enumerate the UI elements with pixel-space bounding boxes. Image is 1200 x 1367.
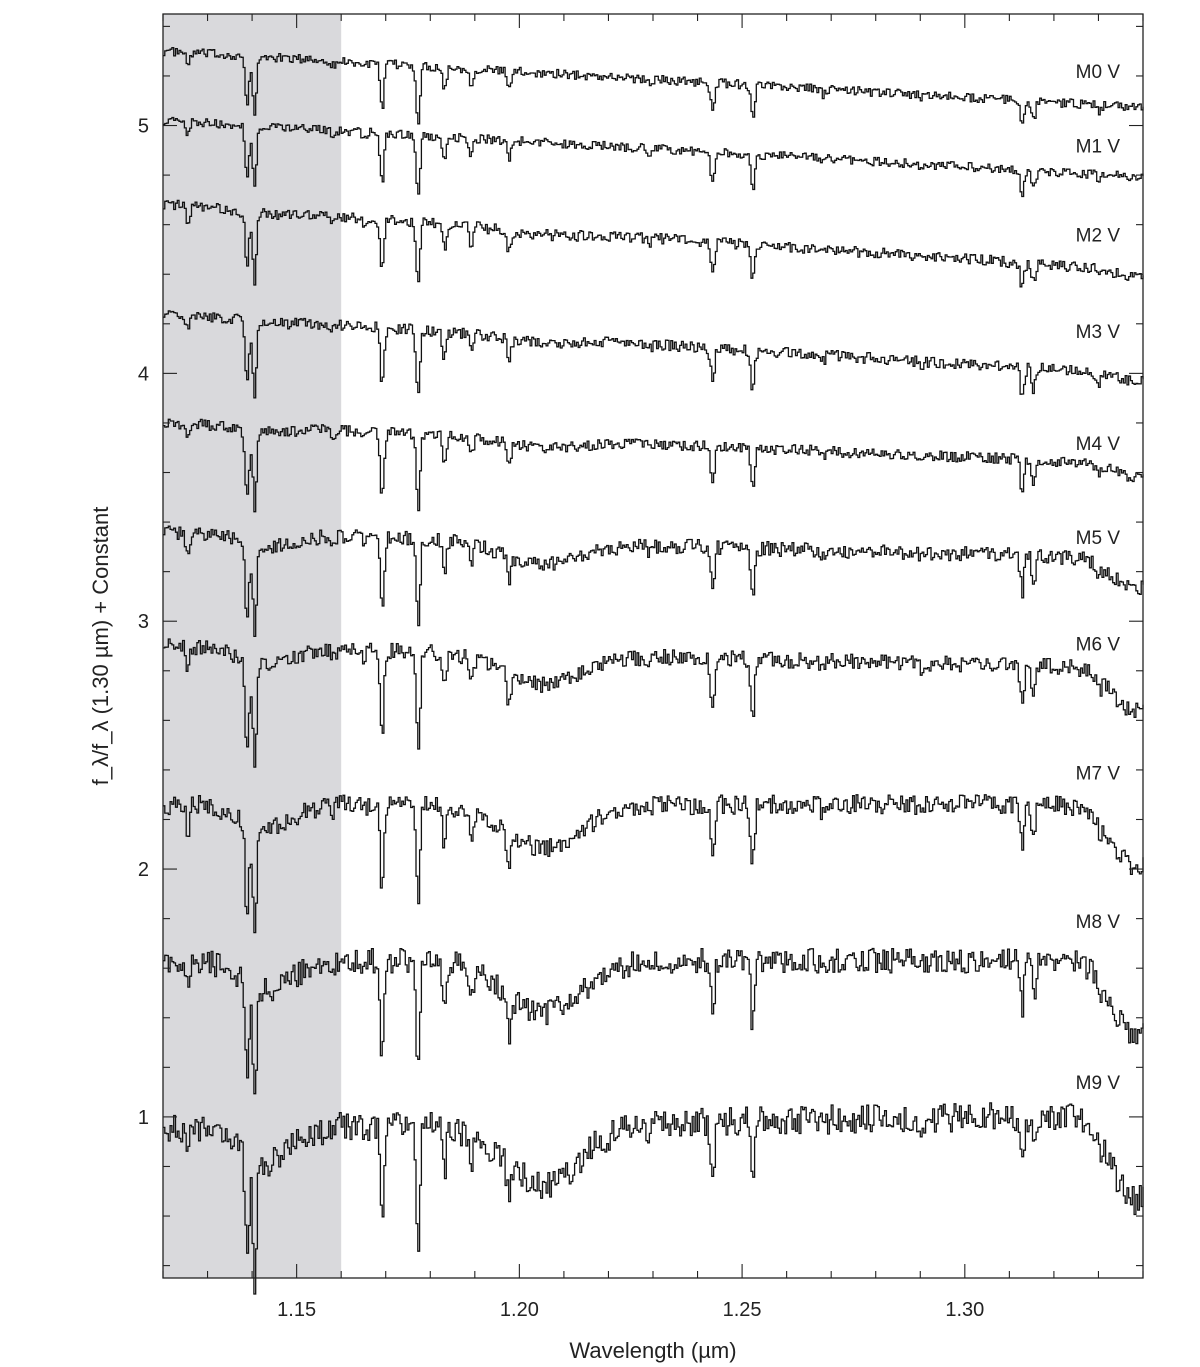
series-label: M6 V [1076, 635, 1121, 656]
spectrum-line-m7-v [163, 794, 1144, 934]
series-label: M1 V [1076, 136, 1121, 157]
x-tick-label: 1.25 [723, 1299, 762, 1321]
x-axis-title: Wavelength (µm) [569, 1338, 736, 1363]
series-label: M7 V [1076, 763, 1121, 784]
spectrum-line-m9-v [163, 1102, 1144, 1295]
y-tick-label: 1 [138, 1107, 149, 1129]
tick-layer [162, 14, 1144, 1278]
spectrum-line-m1-v [163, 116, 1144, 198]
spectrum-line-m2-v [163, 199, 1144, 288]
series-label: M0 V [1076, 62, 1121, 83]
spectrum-line-m8-v [163, 947, 1144, 1095]
spectrum-line-m5-v [163, 525, 1144, 638]
series-layer [163, 46, 1144, 1295]
spectrum-line-m0-v [163, 46, 1144, 125]
x-tick-label: 1.15 [277, 1299, 316, 1321]
label-layer: 1.15 1.20 1.25 1.30 1 2 3 4 5 M0 V M1 V M2 V M3 V M4 … [138, 62, 1120, 1321]
spectrum-line-m6-v [163, 638, 1144, 768]
series-label: M4 V [1076, 434, 1121, 455]
series-label: M8 V [1076, 912, 1121, 933]
y-tick-label: 3 [138, 611, 149, 633]
series-label: M5 V [1076, 528, 1121, 549]
shaded-region [163, 14, 342, 1278]
y-axis-title: f_λ/f_λ (1.30 µm) + Constant [88, 507, 113, 786]
x-tick-label: 1.30 [945, 1299, 984, 1321]
spectrum-line-m3-v [163, 310, 1144, 399]
spectrum-line-m4-v [163, 418, 1144, 513]
series-label: M3 V [1076, 322, 1121, 343]
y-tick-label: 2 [138, 859, 149, 881]
y-tick-label: 5 [138, 116, 149, 138]
y-tick-label: 4 [138, 363, 149, 385]
series-label: M2 V [1076, 226, 1121, 247]
series-label: M9 V [1076, 1073, 1121, 1094]
x-tick-label: 1.20 [500, 1299, 539, 1321]
